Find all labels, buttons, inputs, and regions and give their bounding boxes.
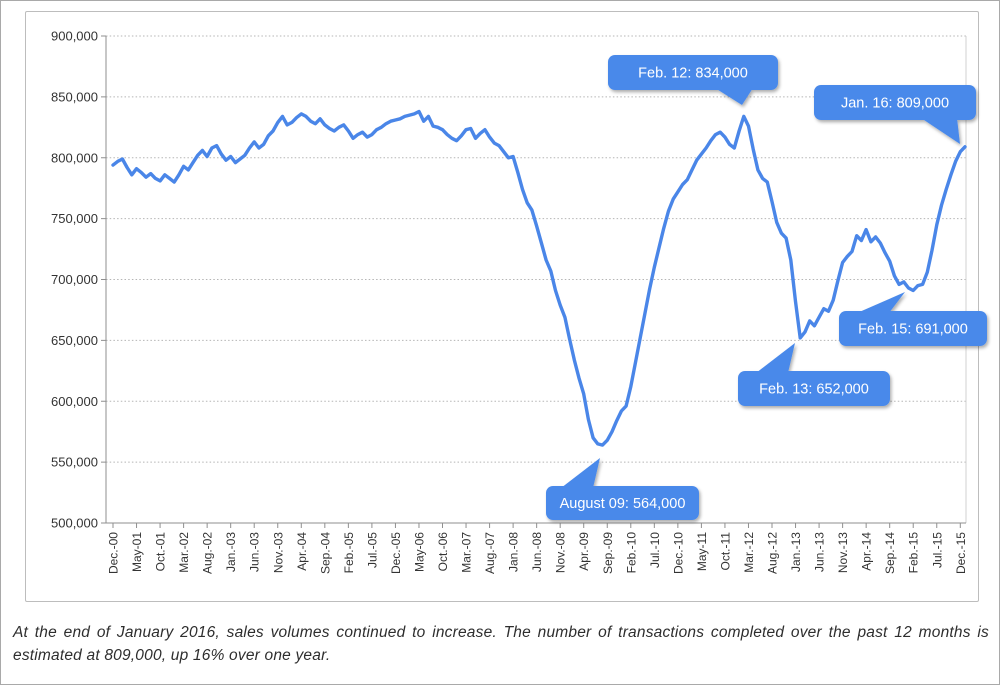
caption-text: At the end of January 2016, sales volume… <box>13 624 989 665</box>
series-line <box>111 109 967 447</box>
x-axis-label: Jul.-15 <box>930 532 944 568</box>
x-axis-label: Jun.-13 <box>813 532 827 572</box>
x-axis-label: Aug.-12 <box>766 532 780 574</box>
data-callout: Feb. 12: 834,000 <box>608 55 778 105</box>
x-axis-label: Apr.-04 <box>295 532 309 571</box>
x-axis-label: Dec.-10 <box>671 532 685 574</box>
data-callout: Feb. 13: 652,000 <box>738 343 890 406</box>
x-axis-label: Sep.-09 <box>601 532 615 574</box>
x-axis-label: Apr.-09 <box>577 532 591 571</box>
x-axis-label: Mar.-02 <box>177 532 191 573</box>
x-axis-label: Mar.-12 <box>742 532 756 573</box>
y-axis-label: 850,000 <box>51 89 98 104</box>
x-axis-label: Jul.-05 <box>365 532 379 568</box>
x-axis-label: Oct.-01 <box>154 532 168 572</box>
x-axis-label: Feb.-10 <box>624 532 638 574</box>
x-axis-label: Dec.-00 <box>107 532 121 574</box>
callout-label: Feb. 13: 652,000 <box>759 382 869 398</box>
callout-label: Feb. 15: 691,000 <box>858 322 968 338</box>
x-axis-label: Oct.-11 <box>718 532 732 571</box>
x-axis-label: Mar.-07 <box>460 532 474 573</box>
x-axis-label: Aug.-07 <box>483 532 497 574</box>
x-axis-label: Feb.-15 <box>907 532 921 574</box>
x-axis-label: Oct.-06 <box>436 532 450 572</box>
x-axis-label: Nov.-08 <box>554 532 568 573</box>
y-axis-label: 900,000 <box>51 29 98 44</box>
y-axis-label: 800,000 <box>51 150 98 165</box>
callout-label: August 09: 564,000 <box>560 496 686 512</box>
y-axis-label: 550,000 <box>51 455 98 470</box>
data-callout: August 09: 564,000 <box>546 458 699 520</box>
callout-label: Feb. 12: 834,000 <box>638 66 748 82</box>
x-axis-label: Jan.-13 <box>789 532 803 572</box>
x-axis-label: Jun.-03 <box>248 532 262 572</box>
x-axis-label: Feb.-05 <box>342 532 356 574</box>
x-axis-label: Jan.-03 <box>224 532 238 572</box>
x-axis-label: Jul.-10 <box>648 532 662 568</box>
callout-label: Jan. 16: 809,000 <box>841 96 949 112</box>
x-axis-label: May-01 <box>130 532 144 572</box>
x-axis-label: Sep.-04 <box>318 532 332 574</box>
y-axis-label: 650,000 <box>51 333 98 348</box>
x-axis-label: Jun.-08 <box>530 532 544 572</box>
x-axis-label: May-11 <box>695 532 709 571</box>
x-axis-label: Nov.-13 <box>836 532 850 573</box>
data-callout: Feb. 15: 691,000 <box>839 292 987 346</box>
sales-volume-chart: 500,000 550,000 600,000 650,000 700,000 750,0… <box>51 29 987 574</box>
x-axis-label: May-06 <box>412 532 426 572</box>
x-axis-label: Sep.-14 <box>883 532 897 574</box>
x-axis-label: Dec.-15 <box>954 532 968 574</box>
y-axis-label: 500,000 <box>51 516 98 531</box>
x-axis-label: Jan.-08 <box>507 532 521 572</box>
y-axis-label: 750,000 <box>51 211 98 226</box>
x-axis-label: Apr.-14 <box>860 532 874 571</box>
x-axis-label: Aug.-02 <box>201 532 215 574</box>
x-axis-label: Dec.-05 <box>389 532 403 574</box>
y-axis-label: 600,000 <box>51 394 98 409</box>
x-axis-label: Nov.-03 <box>271 532 285 573</box>
y-axis-label: 700,000 <box>51 272 98 287</box>
data-callout: Jan. 16: 809,000 <box>814 85 976 144</box>
